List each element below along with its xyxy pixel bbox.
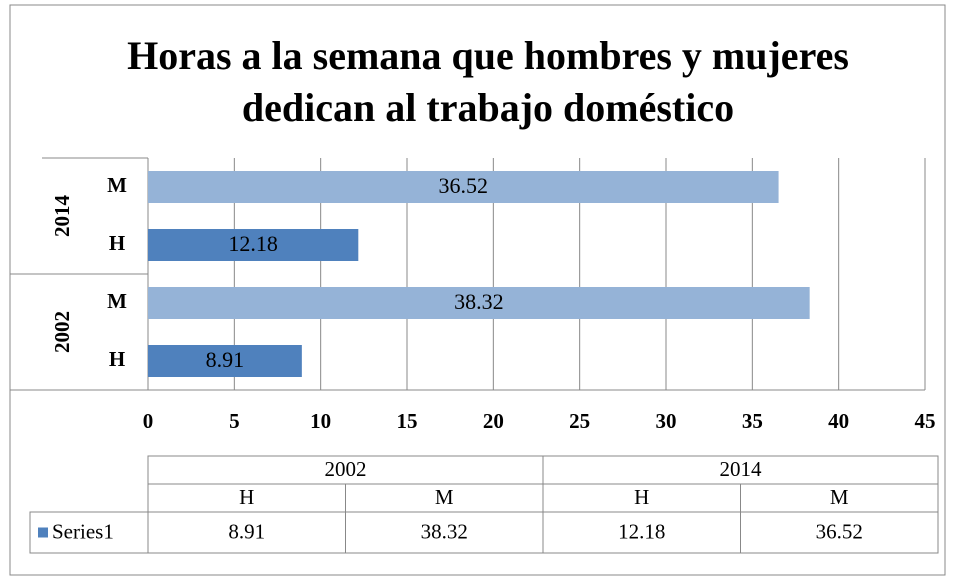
y-tick-label: H	[109, 347, 125, 371]
table-group-label: 2014	[720, 457, 763, 481]
bar	[148, 171, 779, 203]
table-value: 38.32	[421, 519, 468, 543]
table-value: 36.52	[816, 519, 863, 543]
x-tick-label: 15	[397, 409, 418, 433]
data-label: 8.91	[206, 347, 245, 372]
table-value: 12.18	[618, 519, 665, 543]
x-tick-label: 5	[229, 409, 240, 433]
y-tick-label: M	[107, 289, 127, 313]
bar	[148, 229, 359, 261]
x-tick-label: 25	[569, 409, 590, 433]
x-tick-label: 10	[310, 409, 331, 433]
table-category-label: M	[830, 485, 849, 509]
x-tick-label: 20	[483, 409, 504, 433]
bar	[148, 345, 302, 377]
x-tick-label: 35	[742, 409, 763, 433]
table-category-label: H	[634, 485, 649, 509]
group-label: 2014	[50, 195, 74, 238]
data-label: 38.32	[454, 289, 504, 314]
x-tick-label: 40	[828, 409, 849, 433]
chart-title: Horas a la semana que hombres y mujeres …	[127, 33, 849, 130]
legend-key	[38, 527, 48, 538]
data-label: 36.52	[439, 173, 489, 198]
x-tick-label: 0	[143, 409, 154, 433]
table-group-label: 2002	[325, 457, 367, 481]
table-category-label: H	[239, 485, 254, 509]
x-tick-label: 30	[656, 409, 677, 433]
group-label: 2002	[50, 311, 74, 353]
table-category-label: M	[435, 485, 454, 509]
x-tick-label: 45	[915, 409, 936, 433]
bar	[148, 287, 810, 319]
table-value: 8.91	[228, 519, 265, 543]
legend-label: Series1	[52, 519, 114, 543]
data-label: 12.18	[228, 231, 278, 256]
y-tick-label: M	[107, 173, 127, 197]
y-tick-label: H	[109, 231, 125, 255]
